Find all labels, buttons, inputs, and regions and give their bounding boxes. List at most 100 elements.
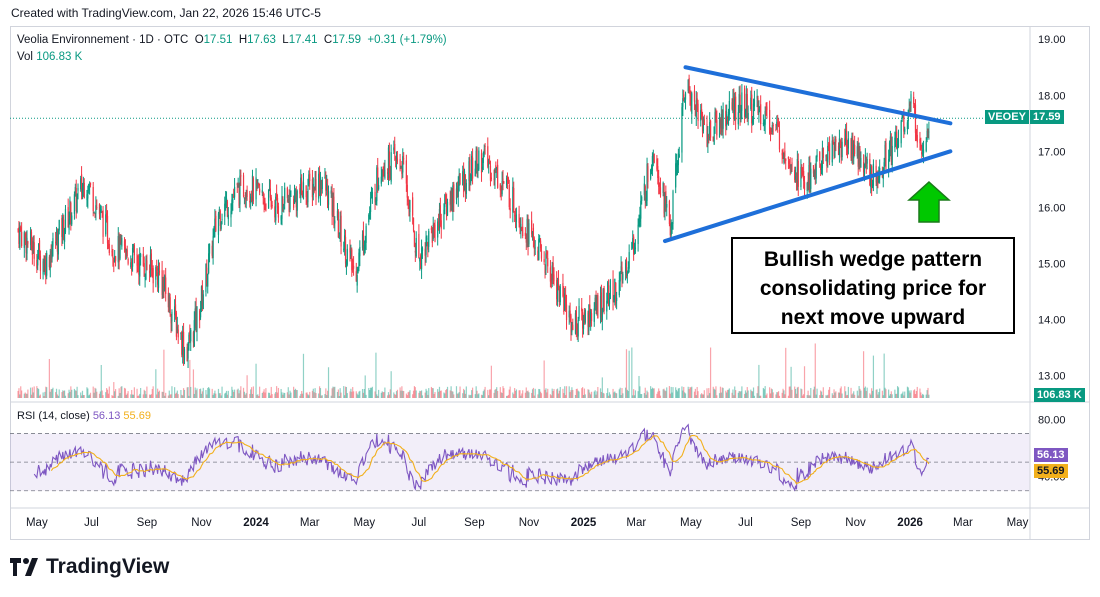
candle-body	[125, 248, 127, 252]
candle-body	[332, 199, 334, 213]
candle-body	[88, 183, 90, 191]
candle-body	[470, 174, 472, 183]
volume-bar	[434, 392, 436, 398]
candle-body	[239, 175, 241, 205]
volume-bar	[709, 347, 712, 398]
volume-bar	[741, 386, 743, 398]
volume-bar	[357, 394, 359, 398]
volume-bar	[783, 390, 785, 398]
volume-bar	[57, 395, 59, 398]
candle-body	[716, 120, 718, 136]
candle-body	[626, 272, 628, 276]
candle-body	[550, 278, 552, 284]
volume-bar	[632, 395, 634, 398]
candle-body	[258, 182, 260, 186]
candle-body	[457, 185, 459, 198]
volume-bar	[140, 387, 142, 398]
candle-body	[302, 182, 305, 199]
candle-body	[608, 297, 611, 305]
candle-body	[751, 94, 753, 124]
candle-body	[382, 167, 384, 173]
volume-bar	[277, 387, 280, 398]
candle-body	[305, 185, 307, 198]
volume-bar	[74, 390, 76, 398]
volume-bar	[921, 395, 923, 398]
candle-body	[233, 196, 235, 198]
volume-bar	[205, 390, 207, 398]
volume-bar	[63, 390, 66, 398]
volume-bar	[88, 395, 90, 398]
candle-body	[785, 158, 787, 162]
volume-bar	[499, 387, 501, 398]
candle-body	[652, 154, 654, 157]
candle-body	[105, 214, 107, 235]
volume-bar	[568, 386, 570, 398]
price-tick-label: 14.00	[1038, 315, 1066, 327]
candle-body	[650, 168, 653, 172]
price-tick-label: 16.00	[1038, 202, 1066, 214]
volume-bar	[365, 394, 367, 398]
volume-bar	[553, 388, 555, 398]
volume-bar	[163, 349, 165, 398]
candle-body	[745, 93, 747, 113]
candle-body	[558, 288, 560, 303]
volume-bar	[668, 386, 671, 398]
volume-bar	[155, 369, 157, 398]
candle-body	[144, 277, 146, 279]
candle-body	[319, 181, 322, 197]
volume-bar	[781, 392, 783, 398]
candle-body	[524, 232, 526, 236]
volume-bar	[300, 393, 302, 398]
volume-bar	[81, 390, 84, 398]
candle-body	[769, 132, 772, 134]
candle-body	[503, 182, 505, 184]
candle-body	[38, 240, 41, 252]
volume-bar	[790, 366, 792, 398]
volume-bar	[427, 394, 429, 398]
candle-body	[601, 308, 603, 321]
candle-body	[659, 187, 662, 196]
candle-body	[675, 163, 677, 188]
volume-bar	[33, 386, 35, 398]
candle-body	[318, 171, 321, 193]
volume-bar	[406, 395, 408, 398]
volume-bar	[246, 375, 248, 398]
candle-body	[802, 171, 804, 173]
volume-bar	[302, 353, 305, 398]
candle-body	[118, 237, 120, 262]
candle-body	[152, 268, 154, 284]
candle-body	[753, 99, 756, 107]
candle-body	[38, 243, 40, 258]
volume-bar	[189, 359, 191, 398]
volume-bar	[866, 387, 868, 398]
rsi-ma-value: 55.69	[123, 410, 151, 422]
volume-bar	[319, 388, 322, 398]
volume-bar	[61, 392, 63, 398]
candle-body	[453, 184, 455, 204]
volume-bar	[405, 393, 407, 398]
candle-body	[187, 347, 189, 359]
candle-body	[671, 222, 673, 228]
volume-bar	[369, 387, 372, 398]
candle-body	[221, 218, 223, 220]
candle-body	[246, 189, 248, 197]
volume-bar	[571, 387, 573, 398]
candle-body	[638, 219, 640, 224]
candle-body	[338, 233, 340, 235]
volume-bar	[157, 391, 160, 398]
candle-body	[413, 230, 416, 247]
candle-body	[744, 110, 747, 117]
change-value: +0.31 (+1.79%)	[367, 34, 447, 46]
candle-body	[314, 178, 316, 190]
volume-bar	[777, 392, 779, 398]
volume-bar	[662, 389, 664, 398]
candle-body	[721, 118, 723, 133]
volume-bar	[414, 387, 416, 398]
volume-bar	[631, 347, 633, 398]
volume-bar	[75, 390, 77, 398]
candle-body	[813, 170, 815, 177]
volume-bar	[593, 391, 595, 398]
rsi-ma-line	[50, 434, 930, 485]
candle-body	[32, 241, 34, 254]
